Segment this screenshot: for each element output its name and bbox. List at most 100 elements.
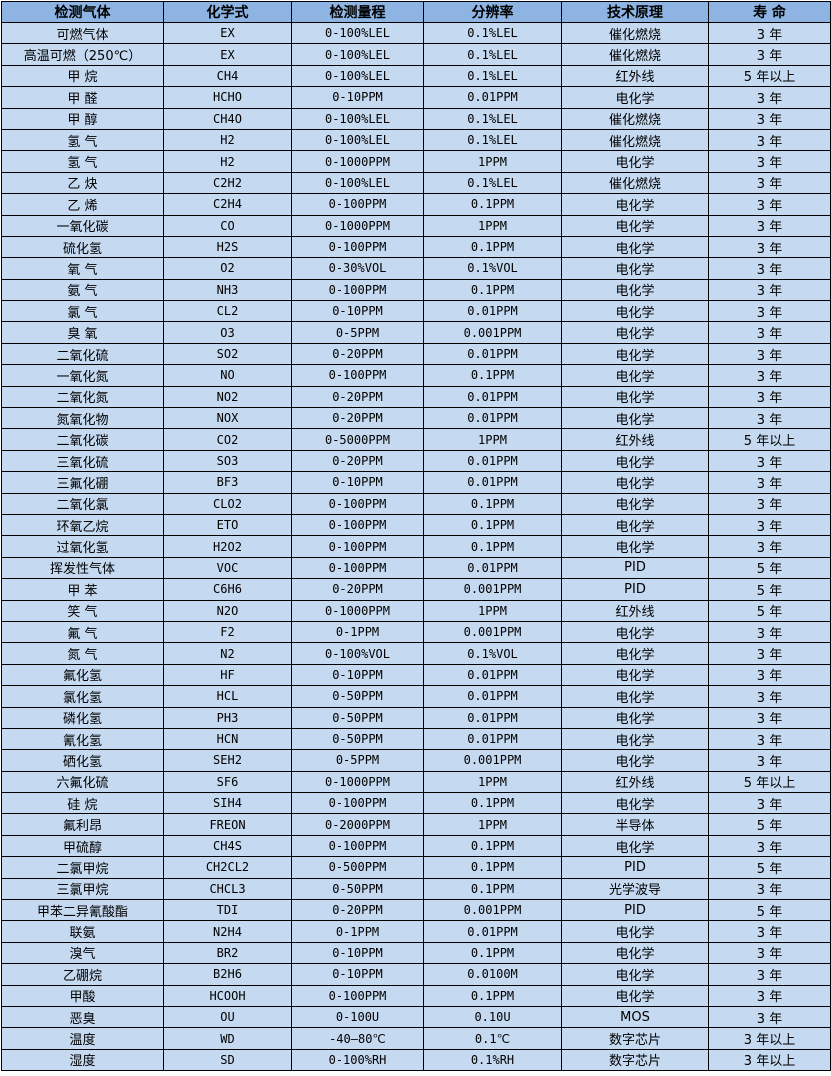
principle-cell: 红外线 bbox=[561, 770, 709, 794]
principle-cell: 电化学 bbox=[561, 278, 709, 302]
lifespan-cell: 5 年 bbox=[708, 556, 831, 580]
formula-cell: C6H6 bbox=[163, 578, 292, 601]
formula-cell: SIH4 bbox=[163, 792, 292, 815]
formula-cell: CHCL3 bbox=[163, 877, 292, 901]
header-formula: 化学式 bbox=[163, 1, 292, 23]
range-cell: 0-10PPM bbox=[291, 86, 424, 109]
resolution-cell: 0.1PPM bbox=[423, 235, 562, 259]
resolution-cell: 0.01PPM bbox=[423, 385, 562, 409]
table-row: 氯 气 CL2 0-10PPM 0.01PPM 电化学 3 年 bbox=[1, 300, 831, 323]
principle-cell: 电化学 bbox=[561, 235, 709, 259]
formula-cell: ETO bbox=[163, 513, 292, 537]
gas-cell: 三氯甲烷 bbox=[1, 877, 164, 901]
formula-cell: C2H2 bbox=[163, 171, 292, 195]
header-range: 检测量程 bbox=[291, 1, 424, 23]
principle-cell: 电化学 bbox=[561, 920, 709, 943]
table-row: 湿度 SD 0-100%RH 0.1%RH 数字芯片 3 年以上 bbox=[1, 1048, 831, 1072]
resolution-cell: 0.10U bbox=[423, 1005, 562, 1029]
table-row: 三氯甲烷 CHCL3 0-50PPM 0.1PPM 光学波导 3 年 bbox=[1, 877, 831, 901]
range-cell: 0-100%RH bbox=[291, 1048, 424, 1072]
range-cell: 0-50PPM bbox=[291, 877, 424, 901]
range-cell: 0-20PPM bbox=[291, 899, 424, 922]
lifespan-cell: 3 年 bbox=[708, 385, 831, 409]
table-row: 一氧化碳 CO 0-1000PPM 1PPM 电化学 3 年 bbox=[1, 214, 831, 237]
range-cell: 0-50PPM bbox=[291, 706, 424, 729]
table-row: 乙 炔 C2H2 0-100%LEL 0.1%LEL 催化燃烧 3 年 bbox=[1, 171, 831, 195]
resolution-cell: 0.01PPM bbox=[423, 449, 562, 473]
principle-cell: 光学波导 bbox=[561, 877, 709, 901]
resolution-cell: 0.1%LEL bbox=[423, 171, 562, 195]
table-row: 臭 氧 O3 0-5PPM 0.001PPM 电化学 3 年 bbox=[1, 321, 831, 344]
resolution-cell: 0.0100M bbox=[423, 963, 562, 986]
principle-cell: 电化学 bbox=[561, 706, 709, 729]
principle-cell: 电化学 bbox=[561, 963, 709, 986]
table-row: 过氧化氢 H2O2 0-100PPM 0.1PPM 电化学 3 年 bbox=[1, 535, 831, 558]
range-cell: 0-100%LEL bbox=[291, 21, 424, 45]
principle-cell: 电化学 bbox=[561, 86, 709, 109]
range-cell: 0-2000PPM bbox=[291, 813, 424, 836]
gas-cell: 高温可燃（250℃） bbox=[1, 43, 164, 66]
lifespan-cell: 3 年 bbox=[708, 941, 831, 965]
lifespan-cell: 5 年 bbox=[708, 899, 831, 922]
formula-cell: CH2CL2 bbox=[163, 856, 292, 879]
table-row: 二氧化氮 NO2 0-20PPM 0.01PPM 电化学 3 年 bbox=[1, 385, 831, 409]
principle-cell: 催化燃烧 bbox=[561, 107, 709, 130]
table-row: 氟 气 F2 0-1PPM 0.001PPM 电化学 3 年 bbox=[1, 620, 831, 644]
gas-cell: 硒化氢 bbox=[1, 749, 164, 772]
formula-cell: NO bbox=[163, 364, 292, 387]
lifespan-cell: 3 年 bbox=[708, 150, 831, 173]
table-row: 氰化氢 HCN 0-50PPM 0.01PPM 电化学 3 年 bbox=[1, 727, 831, 751]
gas-cell: 臭 氧 bbox=[1, 321, 164, 344]
principle-cell: 电化学 bbox=[561, 685, 709, 708]
lifespan-cell: 3 年 bbox=[708, 21, 831, 45]
principle-cell: 数字芯片 bbox=[561, 1027, 709, 1050]
formula-cell: WD bbox=[163, 1027, 292, 1050]
resolution-cell: 1PPM bbox=[423, 150, 562, 173]
lifespan-cell: 3 年 bbox=[708, 642, 831, 665]
table-row: 挥发性气体 VOC 0-100PPM 0.01PPM PID 5 年 bbox=[1, 556, 831, 580]
gas-cell: 甲 醇 bbox=[1, 107, 164, 130]
formula-cell: H2S bbox=[163, 235, 292, 259]
resolution-cell: 0.1%LEL bbox=[423, 107, 562, 130]
resolution-cell: 0.1PPM bbox=[423, 834, 562, 858]
formula-cell: H2 bbox=[163, 150, 292, 173]
formula-cell: SD bbox=[163, 1048, 292, 1072]
table-row: 二氧化氯 CLO2 0-100PPM 0.1PPM 电化学 3 年 bbox=[1, 492, 831, 515]
formula-cell: BF3 bbox=[163, 471, 292, 494]
resolution-cell: 0.1PPM bbox=[423, 877, 562, 901]
gas-cell: 二氧化氯 bbox=[1, 492, 164, 515]
principle-cell: 红外线 bbox=[561, 599, 709, 622]
principle-cell: 电化学 bbox=[561, 407, 709, 430]
formula-cell: H2 bbox=[163, 128, 292, 152]
formula-cell: CLO2 bbox=[163, 492, 292, 515]
range-cell: 0-10PPM bbox=[291, 963, 424, 986]
formula-cell: N2O bbox=[163, 599, 292, 622]
range-cell: 0-1000PPM bbox=[291, 214, 424, 237]
table-row: 甲 醇 CH4O 0-100%LEL 0.1%LEL 催化燃烧 3 年 bbox=[1, 107, 831, 130]
lifespan-cell: 5 年 bbox=[708, 578, 831, 601]
principle-cell: 电化学 bbox=[561, 471, 709, 494]
range-cell: 0-100%VOL bbox=[291, 642, 424, 665]
resolution-cell: 0.01PPM bbox=[423, 300, 562, 323]
formula-cell: HCOOH bbox=[163, 984, 292, 1007]
principle-cell: PID bbox=[561, 856, 709, 879]
table-row: 笑 气 N2O 0-1000PPM 1PPM 红外线 5 年 bbox=[1, 599, 831, 622]
table-row: 氯化氢 HCL 0-50PPM 0.01PPM 电化学 3 年 bbox=[1, 685, 831, 708]
gas-cell: 六氟化硫 bbox=[1, 770, 164, 794]
principle-cell: 红外线 bbox=[561, 64, 709, 88]
lifespan-cell: 3 年 bbox=[708, 449, 831, 473]
principle-cell: 电化学 bbox=[561, 193, 709, 216]
table-row: 六氟化硫 SF6 0-1000PPM 1PPM 红外线 5 年以上 bbox=[1, 770, 831, 794]
range-cell: 0-100%LEL bbox=[291, 171, 424, 195]
range-cell: 0-50PPM bbox=[291, 685, 424, 708]
lifespan-cell: 3 年以上 bbox=[708, 1048, 831, 1072]
table-row: 硒化氢 SEH2 0-5PPM 0.001PPM 电化学 3 年 bbox=[1, 749, 831, 772]
formula-cell: CL2 bbox=[163, 300, 292, 323]
lifespan-cell: 3 年 bbox=[708, 920, 831, 943]
formula-cell: SF6 bbox=[163, 770, 292, 794]
gas-cell: 甲 烷 bbox=[1, 64, 164, 88]
lifespan-cell: 5 年以上 bbox=[708, 64, 831, 88]
principle-cell: PID bbox=[561, 556, 709, 580]
lifespan-cell: 3 年 bbox=[708, 727, 831, 751]
range-cell: 0-100PPM bbox=[291, 792, 424, 815]
